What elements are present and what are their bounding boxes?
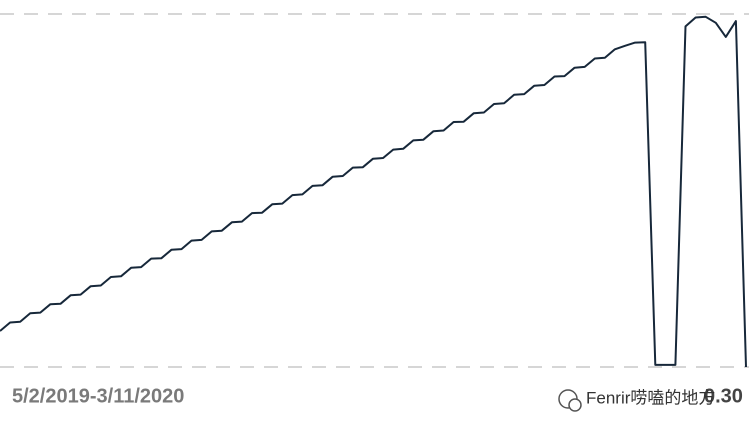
- value-label: 0.30: [704, 385, 743, 407]
- date-range: 5/2/2019-3/11/2020: [12, 385, 184, 407]
- watermark: Fenrir唠嗑的地方: [586, 388, 715, 407]
- watermark-icon: [558, 389, 582, 412]
- line: [0, 15, 747, 368]
